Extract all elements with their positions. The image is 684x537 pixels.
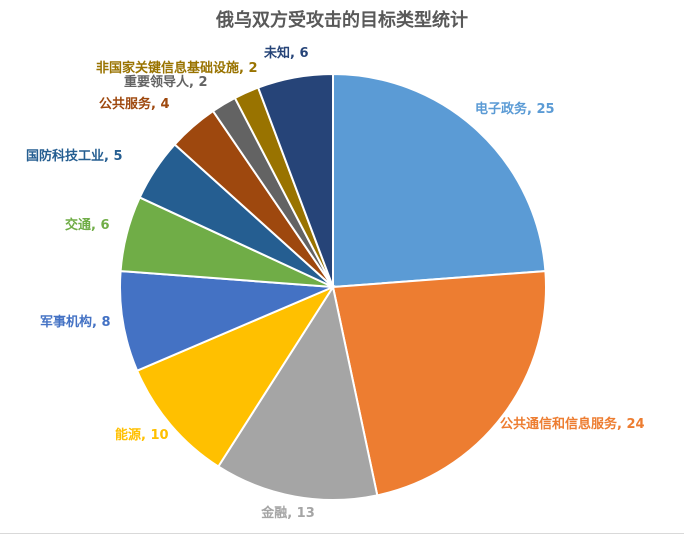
- data-label-1: 公共通信和信息服务, 24: [500, 416, 645, 432]
- data-label-2: 金融, 13: [260, 505, 315, 521]
- data-label-10: 未知, 6: [263, 45, 309, 61]
- pie-slice-3: [135, 284, 336, 468]
- bottom-divider: [0, 533, 684, 534]
- data-label-6: 国防科技工业, 5: [26, 148, 123, 164]
- data-label-4: 军事机构, 8: [40, 314, 111, 330]
- data-label-9: 非国家关键信息基础设施, 2: [96, 60, 258, 76]
- data-label-8: 重要领导人, 2: [124, 74, 208, 90]
- pie-slice-1: [331, 270, 547, 497]
- chart-title: 俄乌双方受攻击的目标类型统计: [216, 10, 468, 31]
- pie-slice-10: [256, 72, 334, 288]
- data-label-7: 公共服务, 4: [99, 96, 170, 112]
- pie-slice-2: [216, 284, 379, 501]
- pie-slice-0: [332, 72, 547, 289]
- data-label-5: 交通, 6: [65, 217, 110, 233]
- pie-slice-4: [119, 270, 334, 373]
- data-label-3: 能源, 10: [115, 427, 169, 443]
- data-label-0: 电子政务, 25: [475, 101, 555, 117]
